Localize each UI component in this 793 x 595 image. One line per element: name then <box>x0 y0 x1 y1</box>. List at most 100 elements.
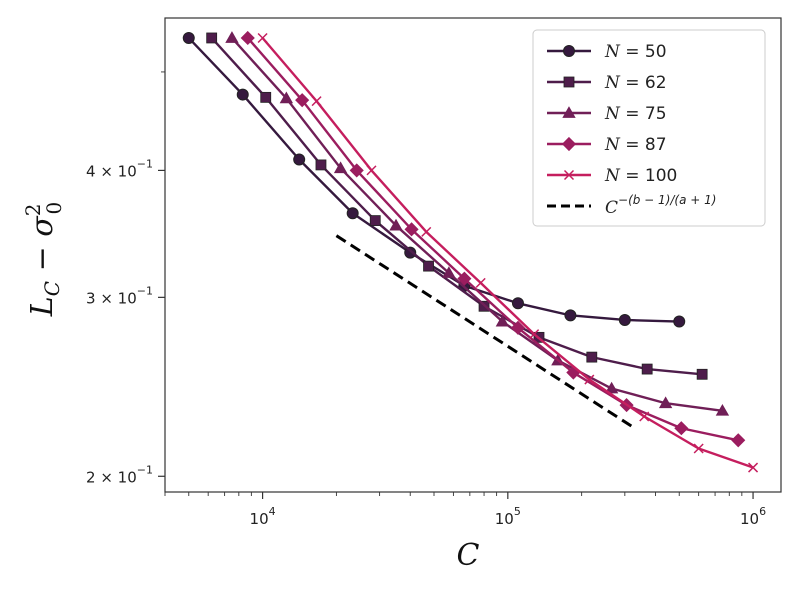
data-point <box>369 215 381 226</box>
legend-label: N = 62 <box>604 73 667 93</box>
data-point <box>182 31 195 44</box>
series-line <box>231 37 723 412</box>
y-label-sup-2: 2 <box>21 204 45 217</box>
y-tick-label: 4 × 10−1 <box>86 157 153 180</box>
plot-frame <box>164 17 782 493</box>
data-point <box>495 314 510 327</box>
legend-var: N <box>604 42 621 62</box>
data-point <box>421 226 432 237</box>
data-point <box>366 165 377 176</box>
data-point <box>696 368 708 380</box>
data-point <box>349 163 364 178</box>
legend-box <box>532 29 766 227</box>
legend-var: N <box>604 104 621 124</box>
x-tick-exponent: 4 <box>269 505 276 518</box>
y-label-sub-C: C <box>40 281 64 296</box>
data-point <box>639 411 650 422</box>
data-point <box>563 169 575 181</box>
series-75 <box>225 31 730 416</box>
data-point <box>389 218 403 231</box>
y-tick-base: 4 × 10 <box>86 162 137 180</box>
data-point <box>311 96 322 107</box>
x-tick-label: 105 <box>495 505 521 528</box>
data-point <box>475 277 486 288</box>
data-point <box>604 381 619 394</box>
legend-item: N = 87 <box>547 135 667 155</box>
data-point <box>404 246 417 259</box>
series-line <box>246 37 739 442</box>
x-axis: 104 105 106 <box>164 492 766 528</box>
x-tick-label: 106 <box>740 505 766 528</box>
y-label-sub-0: 0 <box>42 202 66 215</box>
series-line <box>261 37 754 469</box>
data-point <box>293 153 306 166</box>
data-point <box>715 403 730 416</box>
data-point <box>693 443 704 454</box>
data-point <box>658 396 673 409</box>
legend-value: = 75 <box>620 104 667 124</box>
y-label-L: L <box>25 296 60 317</box>
data-point <box>674 421 689 436</box>
legend-item-reference: C−(b − 1)/(a + 1) <box>547 193 716 218</box>
reference-line-group <box>335 234 633 428</box>
x-axis-label: C <box>457 538 480 573</box>
data-point <box>564 309 577 322</box>
legend-item: N = 75 <box>547 104 667 124</box>
series-group <box>182 30 759 473</box>
legend-var: N <box>604 166 621 186</box>
y-tick-label: 3 × 10−1 <box>86 284 153 307</box>
legend-var: N <box>604 135 621 155</box>
reference-power-law-line <box>335 234 633 428</box>
y-label-sigma: σ <box>25 215 60 237</box>
x-tick-exponent: 6 <box>759 505 766 518</box>
legend-label-reference: C−(b − 1)/(a + 1) <box>605 193 716 218</box>
y-axis-label: LC − σ20 <box>21 202 66 317</box>
x-tick-base: 10 <box>250 510 269 528</box>
legend-label: N = 50 <box>604 42 667 62</box>
y-tick-base: 3 × 10 <box>86 289 137 307</box>
data-point <box>510 320 526 335</box>
y-axis-label-text: LC − σ20 <box>21 202 66 317</box>
data-point <box>731 433 746 448</box>
legend-item: N = 50 <box>547 42 667 62</box>
data-point <box>240 30 255 46</box>
legend-ref-exponent: −(b − 1)/(a + 1) <box>618 193 716 207</box>
y-tick-exponent: −1 <box>137 463 153 476</box>
data-point <box>295 93 310 108</box>
y-axis: 2 × 10−13 × 10−14 × 10−1 <box>86 71 165 486</box>
legend-item: N = 62 <box>547 73 667 93</box>
legend-label: N = 87 <box>604 135 667 155</box>
series-100 <box>257 32 759 473</box>
legend-var: N <box>604 73 621 93</box>
data-point <box>260 91 272 103</box>
data-point <box>333 161 348 174</box>
data-point <box>562 106 576 118</box>
data-point <box>457 271 472 286</box>
data-point <box>206 32 218 44</box>
data-point <box>225 31 239 43</box>
data-point <box>346 207 359 220</box>
plot-border <box>164 17 782 493</box>
legend-value: = 50 <box>620 42 667 62</box>
y-label-minus: − <box>25 237 60 281</box>
data-point <box>584 374 595 385</box>
series-line <box>187 37 680 323</box>
y-tick-label: 2 × 10−1 <box>86 463 153 486</box>
x-tick-base: 10 <box>740 510 759 528</box>
data-point <box>561 136 577 152</box>
data-point <box>586 351 598 363</box>
data-point <box>748 462 759 473</box>
x-tick-label: 104 <box>250 505 276 528</box>
y-tick-exponent: −1 <box>137 157 153 170</box>
legend-value: = 100 <box>620 166 678 186</box>
y-tick-exponent: −1 <box>137 284 153 297</box>
legend-value: = 87 <box>620 135 667 155</box>
data-point <box>641 363 653 375</box>
data-point <box>279 91 294 104</box>
data-point <box>315 159 327 171</box>
data-point <box>511 297 524 310</box>
legend-ref-base: C <box>605 198 618 218</box>
data-point <box>563 45 575 57</box>
legend-label: N = 75 <box>604 104 667 124</box>
